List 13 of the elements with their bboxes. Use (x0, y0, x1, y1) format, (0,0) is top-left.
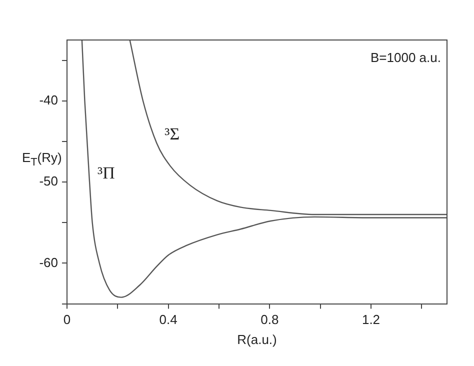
x-tick-label: 0.8 (260, 312, 279, 328)
x-tick-label: 0.4 (159, 312, 178, 328)
x-axis-title: R(a.u.) (237, 332, 277, 347)
y-tick-label: -60 (39, 254, 58, 270)
y-axis-title: E$_{T}$(Ry) (22, 150, 62, 169)
y-tick-label: -40 (39, 92, 58, 108)
x-tick-label: 1.2 (362, 312, 380, 328)
series-label: ³Π (98, 164, 115, 183)
x-tick-label: 0 (63, 312, 71, 328)
series-label: ³Σ (164, 124, 180, 144)
annotation: B=1000 a.u. (370, 50, 441, 66)
y-tick-label: -50 (39, 174, 58, 189)
line-series (81, 40, 447, 298)
